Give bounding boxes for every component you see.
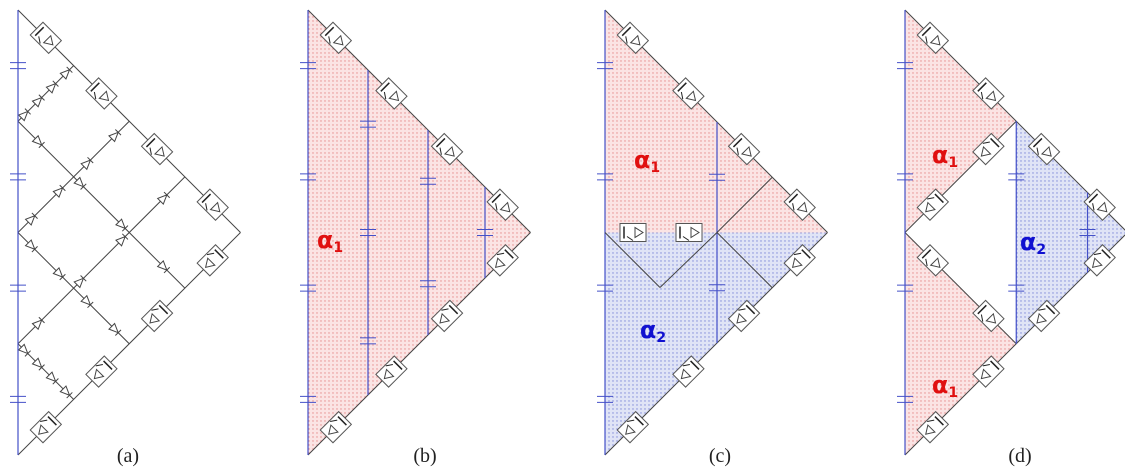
alpha-symbol: α xyxy=(1020,228,1037,256)
region xyxy=(905,233,1016,456)
alpha-subscript: 1 xyxy=(948,155,958,171)
alpha-symbol: α xyxy=(634,146,651,174)
alpha-symbol: α xyxy=(932,371,949,399)
alpha-subscript: 1 xyxy=(948,385,958,401)
switch-cell xyxy=(676,224,702,242)
alpha-subscript: 2 xyxy=(656,330,666,346)
region xyxy=(308,10,531,455)
alpha-subscript: 1 xyxy=(333,240,343,256)
alpha-subscript: 1 xyxy=(650,160,660,176)
alpha-symbol: α xyxy=(932,141,949,169)
caption: (a) xyxy=(117,445,139,467)
caption: (c) xyxy=(709,445,731,467)
region xyxy=(905,10,1016,233)
figure: α1α1α2α1α2α1(a)(b)(c)(d) xyxy=(0,0,1125,470)
switch-cell xyxy=(620,224,646,242)
alpha-symbol: α xyxy=(317,226,334,254)
caption: (d) xyxy=(1008,445,1031,467)
alpha-subscript: 2 xyxy=(1036,242,1046,258)
caption: (b) xyxy=(413,445,436,467)
alpha-symbol: α xyxy=(640,316,657,344)
